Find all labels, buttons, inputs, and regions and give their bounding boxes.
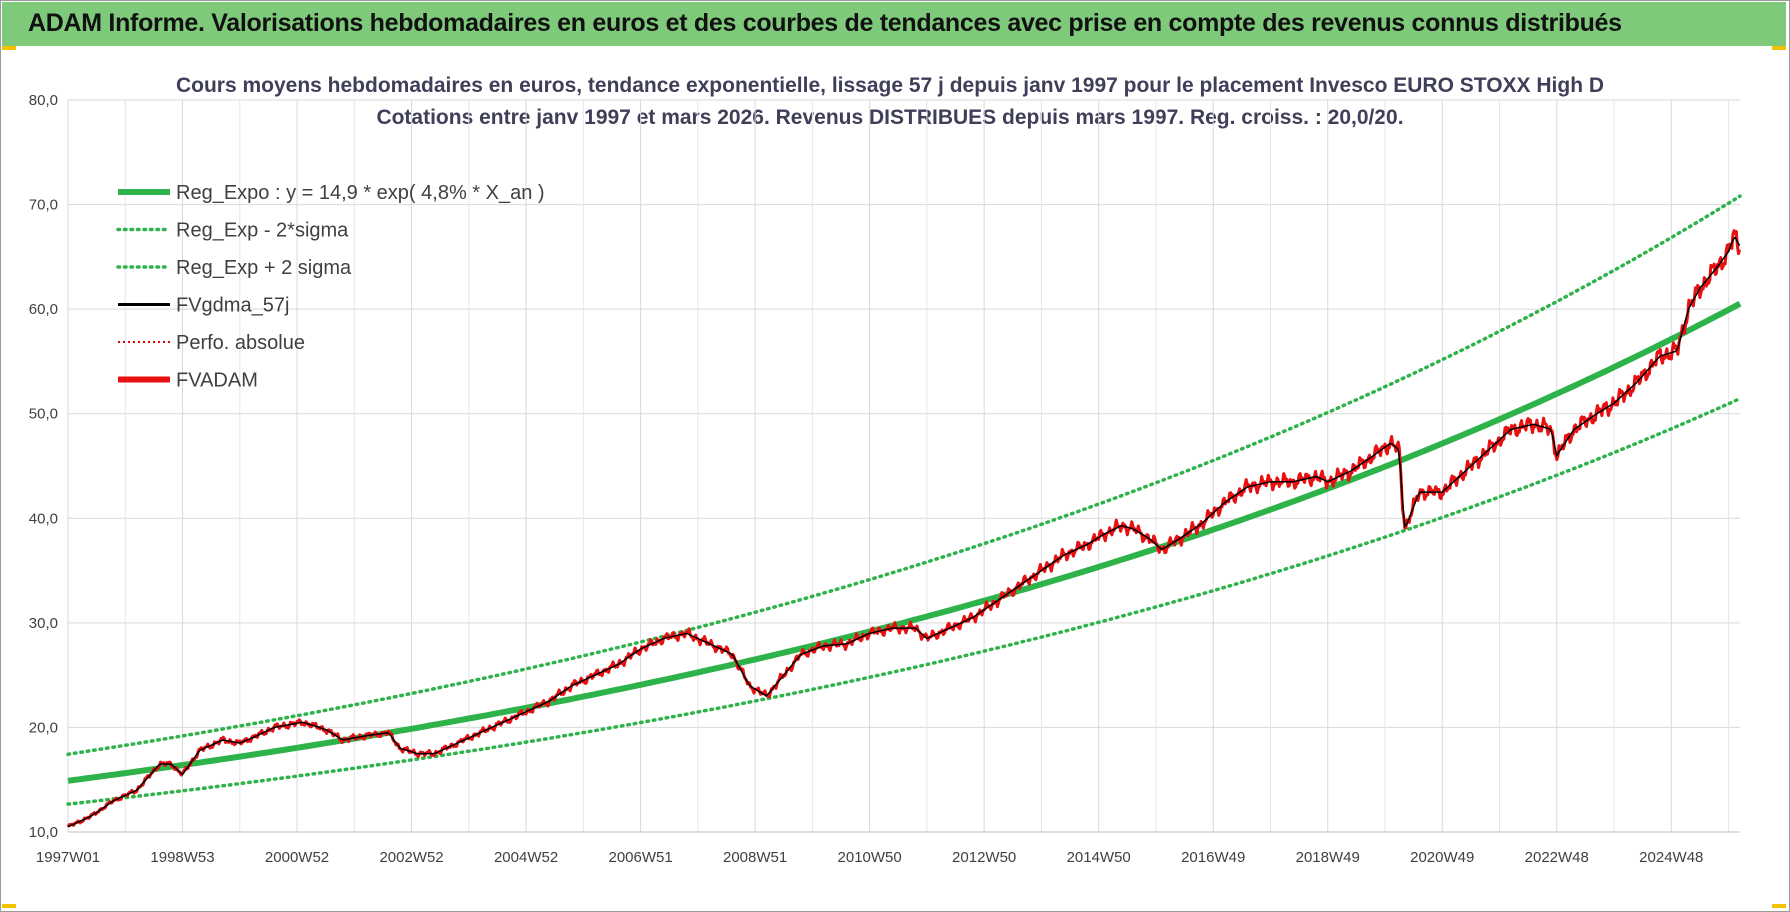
y-tick-label: 80,0 [29, 92, 58, 109]
report-banner: ADAM Informe. Valorisations hebdomadaire… [2, 2, 1786, 46]
legend-label: Reg_Expo : y = 14,9 * exp( 4,8% * X_an ) [176, 182, 545, 204]
x-tick-label: 2008W51 [723, 849, 787, 866]
series-reg-minus-2sigma [66, 396, 1742, 806]
x-tick-label: 2002W52 [379, 849, 443, 866]
x-tick-label: 2010W50 [838, 849, 902, 866]
y-tick-label: 50,0 [29, 406, 58, 423]
series-fvadam [66, 229, 1742, 828]
x-tick-label: 2016W49 [1181, 849, 1245, 866]
legend: Reg_Expo : y = 14,9 * exp( 4,8% * X_an )… [116, 182, 545, 392]
series-layer [66, 194, 1742, 828]
x-tick-label: 2012W50 [952, 849, 1016, 866]
series-fvgdma-57j [67, 236, 1741, 828]
y-axis: 10,0 20,0 30,0 40,0 50,0 60,0 70,0 80,0 [29, 92, 58, 841]
corner-marker-bottom-right [1772, 904, 1786, 908]
y-tick-label: 40,0 [29, 510, 58, 527]
series-reg-expo [67, 301, 1742, 784]
chart-title-line-2: Cotations entre janv 1997 et mars 2026. … [376, 106, 1403, 129]
grid [67, 99, 1740, 833]
x-tick-label: 1997W01 [36, 849, 100, 866]
y-tick-label: 60,0 [29, 301, 58, 318]
chart-title-line-1: Cours moyens hebdomadaires en euros, ten… [176, 74, 1604, 97]
legend-label: Perfo. absolue [176, 332, 305, 354]
y-tick-label: 10,0 [29, 824, 58, 841]
x-tick-label: 2006W51 [608, 849, 672, 866]
legend-label: Reg_Exp - 2*sigma [176, 220, 349, 242]
legend-label: FVADAM [176, 370, 258, 392]
x-tick-label: 2000W52 [265, 849, 329, 866]
x-tick-label: 2024W48 [1639, 849, 1703, 866]
y-tick-label: 30,0 [29, 615, 58, 632]
y-tick-label: 20,0 [29, 719, 58, 736]
report-banner-title: ADAM Informe. Valorisations hebdomadaire… [28, 9, 1622, 37]
corner-marker-bottom-left [2, 904, 16, 908]
legend-label: Reg_Exp + 2 sigma [176, 257, 352, 279]
legend-label: FVgdma_57j [176, 295, 289, 317]
y-tick-label: 70,0 [29, 197, 58, 214]
x-tick-label: 2014W50 [1067, 849, 1131, 866]
x-tick-label: 2022W48 [1525, 849, 1589, 866]
x-axis: 1997W01 1998W53 2000W52 2002W52 2004W52 2006W… [36, 849, 1704, 866]
corner-marker-top-left [2, 46, 16, 50]
x-tick-label: 2018W49 [1296, 849, 1360, 866]
x-tick-label: 2020W49 [1410, 849, 1474, 866]
x-tick-label: 2004W52 [494, 849, 558, 866]
chart-title: Cours moyens hebdomadaires en euros, ten… [176, 74, 1604, 129]
corner-marker-top-right [1772, 46, 1786, 50]
x-tick-label: 1998W53 [150, 849, 214, 866]
series-reg-plus-2sigma [66, 194, 1742, 757]
